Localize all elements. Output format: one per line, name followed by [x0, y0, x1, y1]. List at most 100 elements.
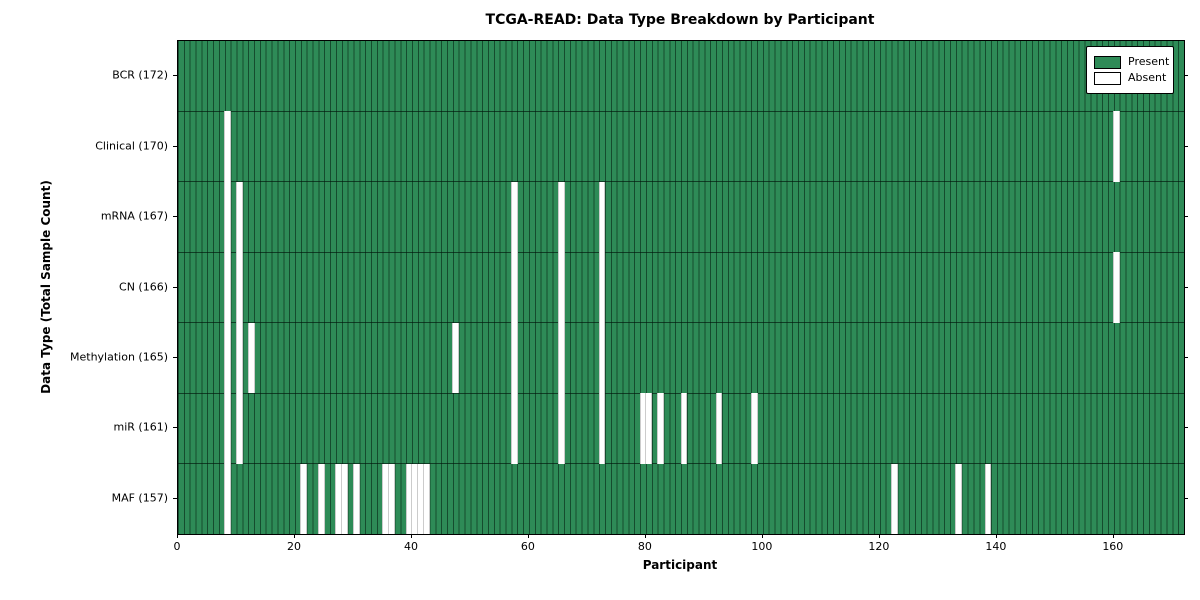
absent-cell-MAF-30 [352, 463, 360, 534]
y-tick-mark [173, 356, 177, 358]
absent-swatch [1094, 71, 1121, 85]
absent-cell-MAF-36 [388, 463, 395, 534]
x-tick-label: 120 [868, 540, 890, 553]
row-boundary-line [178, 322, 1184, 324]
present-swatch [1094, 55, 1121, 69]
absent-cell-miR-10 [235, 393, 243, 464]
y-tick-mark [173, 427, 177, 429]
absent-cell-MAF-35 [382, 463, 390, 534]
plot-area [177, 40, 1185, 535]
absent-cell-Methylation-72 [598, 322, 606, 394]
x-tick-mark [878, 534, 880, 538]
absent-cell-Methylation-57 [510, 322, 518, 394]
absent-cell-CN-65 [557, 252, 565, 323]
y-tick-mark-right [1184, 497, 1188, 499]
absent-cell-CN-8 [224, 252, 232, 323]
x-tick-label: 60 [520, 540, 535, 553]
absent-cell-mRNA-10 [235, 181, 243, 253]
y-tick-mark [173, 497, 177, 499]
absent-cell-miR-80 [645, 393, 653, 464]
x-tick-mark [177, 534, 178, 538]
y-tick-mark [173, 216, 177, 218]
row-boundary-line [178, 181, 1184, 183]
row-boundary-line [178, 251, 1184, 253]
absent-cell-mRNA-8 [224, 181, 232, 253]
absent-cell-miR-98 [750, 393, 758, 464]
y-tick-mark-right [1184, 356, 1188, 358]
y-tick-mark [173, 286, 177, 288]
absent-cell-MAF-24 [317, 463, 325, 534]
absent-cell-MAF-21 [300, 463, 308, 534]
absent-cell-miR-92 [715, 393, 723, 464]
row-boundary-line [178, 110, 1184, 112]
y-axis-label: Data Type (Total Sample Count) [39, 180, 53, 394]
absent-cell-MAF-27 [335, 463, 343, 534]
y-tick-label-mRNA: mRNA (167) [100, 209, 168, 223]
legend-entry-absent: Absent [1094, 71, 1166, 85]
legend-entry-present: Present [1094, 55, 1170, 69]
y-tick-label-BCR: BCR (172) [112, 68, 168, 82]
y-tick-mark-right [1184, 286, 1188, 288]
legend-label-absent: Absent [1128, 71, 1167, 84]
absent-cell-mRNA-57 [510, 181, 518, 253]
x-tick-label: 20 [286, 540, 301, 553]
x-tick-mark [644, 534, 646, 538]
y-tick-label-Methylation: Methylation (165) [70, 350, 168, 364]
legend-label-present: Present [1128, 55, 1170, 68]
x-tick-mark [761, 534, 763, 538]
absent-cell-MAF-8 [224, 463, 232, 534]
absent-cell-miR-86 [680, 393, 688, 464]
absent-cell-MAF-41 [417, 463, 425, 534]
y-tick-mark [173, 75, 177, 77]
absent-cell-MAF-138 [984, 463, 992, 534]
chart-title: TCGA-READ: Data Type Breakdown by Partic… [485, 12, 875, 28]
x-tick-label: 40 [403, 540, 418, 553]
legend: Present Absent [1086, 46, 1174, 94]
absent-cell-Methylation-12 [247, 322, 255, 394]
x-tick-label: 100 [751, 540, 773, 553]
absent-cell-MAF-28 [341, 463, 349, 534]
y-tick-mark-right [1184, 145, 1188, 147]
y-tick-label-MAF: MAF (157) [111, 491, 168, 505]
absent-cell-CN-160 [1113, 252, 1121, 323]
absent-cell-MAF-122 [891, 463, 898, 534]
y-tick-label-Clinical: Clinical (170) [95, 139, 168, 153]
x-tick-label: 80 [637, 540, 652, 553]
absent-cell-miR-8 [224, 393, 232, 464]
absent-cell-MAF-42 [423, 463, 430, 534]
absent-cell-Clinical-160 [1113, 111, 1121, 182]
y-tick-label-miR: miR (161) [113, 420, 169, 434]
x-tick-mark [995, 534, 997, 538]
x-tick-mark [1112, 534, 1114, 538]
absent-cell-miR-65 [557, 393, 565, 464]
absent-cell-Methylation-47 [452, 322, 460, 394]
absent-cell-Clinical-8 [224, 111, 232, 182]
x-tick-mark [293, 534, 295, 538]
absent-cell-mRNA-72 [598, 181, 606, 253]
absent-cell-miR-57 [510, 393, 518, 464]
absent-cell-MAF-40 [411, 463, 419, 534]
absent-cell-Methylation-8 [224, 322, 232, 394]
row-boundary-line [178, 463, 1184, 465]
y-tick-label-CN: CN (166) [119, 280, 168, 293]
absent-cell-miR-72 [598, 393, 606, 464]
x-tick-label: 140 [985, 540, 1007, 553]
absent-cell-mRNA-65 [557, 181, 565, 253]
absent-cell-Methylation-10 [235, 322, 243, 394]
absent-cell-MAF-39 [405, 463, 413, 534]
x-tick-mark [527, 534, 529, 538]
x-axis-label: Participant [642, 558, 718, 572]
y-tick-mark [173, 145, 177, 147]
absent-cell-miR-82 [657, 393, 664, 464]
x-tick-mark [410, 534, 412, 538]
absent-cell-CN-10 [235, 252, 243, 323]
y-tick-mark-right [1184, 427, 1188, 429]
absent-cell-miR-79 [639, 393, 647, 464]
absent-cell-CN-57 [510, 252, 518, 323]
y-tick-mark-right [1184, 75, 1188, 77]
absent-cell-MAF-133 [955, 463, 963, 534]
absent-cell-CN-72 [598, 252, 606, 323]
x-tick-label: 160 [1102, 540, 1124, 553]
absent-cell-Methylation-65 [557, 322, 565, 394]
